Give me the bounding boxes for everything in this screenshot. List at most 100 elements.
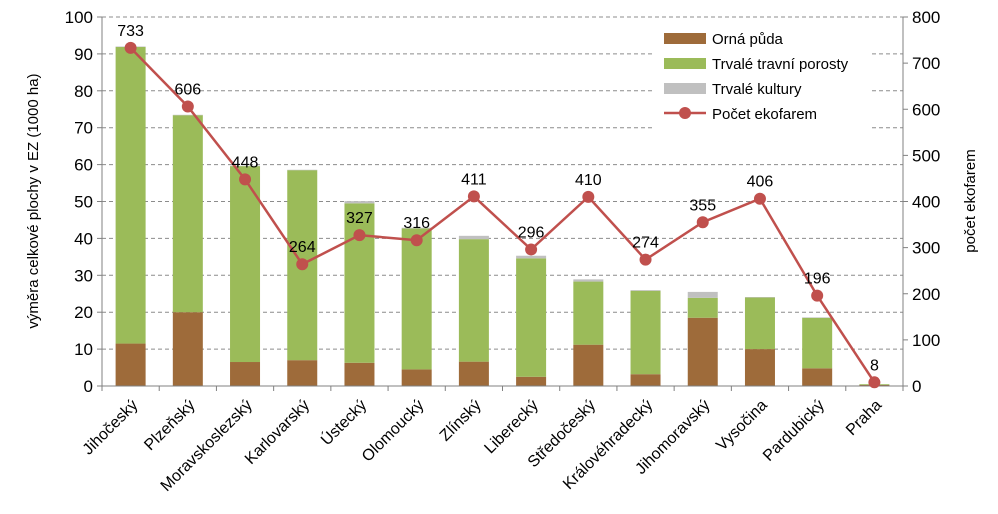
y-tick-label: 10 xyxy=(74,340,93,359)
data-label: 296 xyxy=(518,224,545,241)
line-point xyxy=(811,289,824,302)
line-path xyxy=(129,47,876,383)
y2-tick-label: 0 xyxy=(912,377,921,396)
line-point xyxy=(181,100,194,113)
legend-label: Trvalé travní porosty xyxy=(712,56,849,73)
line-point xyxy=(639,253,652,266)
y2-tick-label: 400 xyxy=(912,193,940,212)
y-axis-label: výměra celkové plochy v EZ (1000 ha) xyxy=(25,73,42,328)
y2-tick-label: 800 xyxy=(912,8,940,27)
bar-segment xyxy=(573,344,604,386)
bar-segment xyxy=(630,290,661,291)
bar-segment xyxy=(516,258,547,377)
bar-segment xyxy=(401,227,432,229)
data-label: 355 xyxy=(689,197,716,214)
y-tick-label: 20 xyxy=(74,303,93,322)
data-label: 411 xyxy=(461,171,487,188)
data-label: 8 xyxy=(870,357,879,374)
bars xyxy=(115,46,890,386)
legend-swatch xyxy=(664,33,706,44)
bar-segment xyxy=(687,297,718,318)
data-label: 406 xyxy=(747,174,774,191)
line-point xyxy=(410,234,423,247)
legend: Orná půda Trvalé travní porosty Trvalé kul… xyxy=(652,24,872,130)
bar-segment xyxy=(344,362,375,386)
bar-segment xyxy=(172,312,203,386)
line-point xyxy=(582,190,595,203)
data-label: 448 xyxy=(232,154,259,171)
line-point xyxy=(353,229,366,242)
legend-line-marker xyxy=(679,107,691,119)
data-label: 327 xyxy=(346,210,373,227)
bar-segment xyxy=(573,281,604,345)
bar-segment xyxy=(344,203,375,363)
legend-label: Orná půda xyxy=(712,31,784,48)
line-point xyxy=(753,192,766,205)
data-label: 733 xyxy=(117,23,144,40)
line-point xyxy=(124,41,137,54)
y2-axis-label: počet ekofarem xyxy=(962,149,979,252)
bar-segment xyxy=(172,115,203,313)
y2-tick-label: 500 xyxy=(912,146,940,165)
y2-tick-label: 600 xyxy=(912,100,940,119)
y2-tick-label: 100 xyxy=(912,331,940,350)
data-label: 274 xyxy=(632,235,659,252)
bar-segment xyxy=(573,279,604,282)
y-tick-label: 70 xyxy=(74,119,93,138)
bar-segment xyxy=(458,235,489,240)
y-tick-label: 30 xyxy=(74,266,93,285)
legend-label: Trvalé kultury xyxy=(712,81,802,98)
bar-segment xyxy=(172,114,203,116)
legend-swatch xyxy=(664,83,706,94)
bar-segment xyxy=(516,376,547,386)
bar-segment xyxy=(230,165,261,167)
y-tick-label: 0 xyxy=(84,377,93,396)
bar-segment xyxy=(630,290,661,375)
bar-segment xyxy=(401,228,432,370)
bar-segment xyxy=(516,255,547,259)
bar-segment xyxy=(344,201,375,204)
bar-segment xyxy=(115,46,146,344)
bar-segment xyxy=(458,239,489,362)
bar-segment xyxy=(744,297,775,298)
bar-segment xyxy=(230,362,261,386)
bar-segment xyxy=(458,361,489,386)
y-tick-label: 100 xyxy=(65,8,93,27)
data-label: 606 xyxy=(174,81,201,98)
y-tick-label: 60 xyxy=(74,156,93,175)
line-point xyxy=(467,190,480,203)
legend-swatch xyxy=(664,58,706,69)
line-point xyxy=(525,243,538,256)
bar-segment xyxy=(802,368,833,386)
bar-segment xyxy=(401,369,432,386)
y-tick-label: 40 xyxy=(74,229,93,248)
bar-segment xyxy=(287,360,318,386)
legend-label: Počet ekofarem xyxy=(712,106,817,123)
bar-segment xyxy=(287,169,318,171)
y-tick-label: 90 xyxy=(74,45,93,64)
bar-segment xyxy=(687,291,718,298)
bar-segment xyxy=(630,374,661,386)
line-series: 733 606 448 264 327 316 411 296 410 274 355 406 196 8 xyxy=(117,23,881,389)
y2-tick-label: 700 xyxy=(912,54,940,73)
bar-segment xyxy=(687,317,718,386)
data-label: 410 xyxy=(575,172,602,189)
bar-segment xyxy=(744,349,775,386)
axes xyxy=(97,16,908,391)
line-point xyxy=(296,258,309,271)
bar-segment xyxy=(230,166,261,363)
data-label: 264 xyxy=(289,239,316,256)
bar-segment xyxy=(744,297,775,350)
data-label: 316 xyxy=(403,215,430,232)
bar-segment xyxy=(802,317,833,369)
bar-segment xyxy=(802,317,833,318)
line-point xyxy=(239,173,252,186)
y-tick-label: 80 xyxy=(74,82,93,101)
y-tick-label: 50 xyxy=(74,193,93,212)
line-point xyxy=(696,216,709,229)
bar-segment xyxy=(115,343,146,386)
y2-tick-label: 200 xyxy=(912,285,940,304)
line-point xyxy=(868,376,881,389)
y2-tick-label: 300 xyxy=(912,239,940,258)
